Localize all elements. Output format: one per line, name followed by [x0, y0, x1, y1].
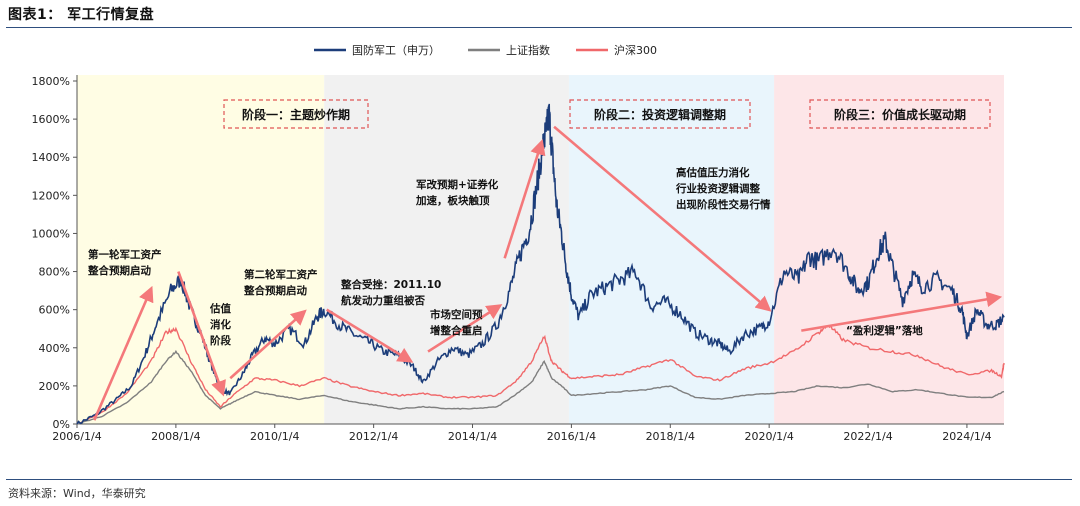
- trend-arrow: [553, 125, 772, 312]
- annotation-valuation-line2: 消化: [210, 318, 231, 331]
- y-axis-ticks: 0% 200% 400% 600% 800% 1000% 1200% 1400% 1600% 18…: [32, 75, 78, 431]
- annotation-setback-line2: 航发动力重组被否: [341, 294, 425, 307]
- x-tick-label: 2014/1/4: [448, 430, 497, 443]
- phase3-background: [774, 75, 1004, 424]
- trend-arrow: [93, 285, 154, 421]
- annotation-round2-line2: 整合预期启动: [243, 284, 307, 297]
- legend-label-junggong: 国防军工（申万）: [352, 43, 440, 57]
- figure-title: 图表1： 军工行情复盘: [8, 7, 155, 23]
- annotation-adjust-line2: 行业投资逻辑调整: [675, 182, 760, 195]
- y-tick-label: 600%: [39, 304, 70, 317]
- y-tick-label: 1400%: [32, 151, 70, 164]
- annotation-round1-line2: 整合预期启动: [87, 264, 151, 277]
- annotation-round2-line1: 第二轮军工资产: [244, 268, 318, 281]
- x-tick-label: 2020/1/4: [744, 430, 793, 443]
- phase1-label: 阶段一：主题炒作期: [242, 107, 350, 122]
- y-tick-label: 1000%: [32, 227, 70, 240]
- annotation-reform-line2: 加速，板块触顶: [415, 194, 490, 207]
- series-line-shangzheng: [76, 349, 1005, 425]
- annotation-restart-line1: 市场空间预: [430, 308, 483, 321]
- title-divider: [6, 27, 1072, 28]
- series-line-hushen300: [77, 324, 1005, 424]
- x-tick-label: 2010/1/4: [250, 430, 299, 443]
- annotation-restart-line2: 增整合重启: [430, 324, 483, 337]
- trend-arrow: [177, 271, 226, 397]
- legend: 国防军工（申万） 上证指数 沪深300: [314, 43, 657, 57]
- x-tick-label: 2012/1/4: [349, 430, 398, 443]
- y-tick-label: 0%: [53, 418, 70, 431]
- phase3-box: [809, 99, 991, 129]
- annotation-adjust-line1: 高估值压力消化: [676, 166, 750, 179]
- phase2-background: [568, 75, 775, 424]
- trend-arrows: [93, 125, 1003, 421]
- x-tick-label: 2006/1/4: [52, 430, 101, 443]
- source-note: 资料来源：Wind，华泰研究: [8, 487, 146, 500]
- y-tick-label: 200%: [39, 380, 70, 393]
- footer-divider: [6, 479, 1072, 480]
- phase-mid-background: [324, 75, 569, 424]
- x-tick-label: 2022/1/4: [843, 430, 892, 443]
- y-tick-label: 1800%: [32, 75, 70, 88]
- trend-arrow: [503, 139, 546, 259]
- annotation-reform-line1: 军改预期+证券化: [416, 178, 499, 191]
- y-tick-label: 1200%: [32, 189, 70, 202]
- annotation-profit-logic: “盈利逻辑”落地: [846, 324, 923, 337]
- x-tick-label: 2024/1/4: [942, 430, 991, 443]
- x-tick-label: 2016/1/4: [547, 430, 596, 443]
- annotation-valuation-line1: 估值: [209, 302, 231, 315]
- trend-arrow: [801, 291, 1003, 332]
- legend-label-hushen300: 沪深300: [614, 43, 657, 57]
- phase1-box: [223, 99, 369, 129]
- trend-arrow: [229, 309, 307, 380]
- phase3-label: 阶段三：价值成长驱动期: [834, 107, 966, 122]
- trend-arrow: [325, 308, 414, 363]
- x-tick-label: 2018/1/4: [646, 430, 695, 443]
- annotation-adjust-line3: 出现阶段性交易行情: [676, 198, 771, 211]
- legend-label-shangzheng: 上证指数: [506, 43, 550, 57]
- phase2-label: 阶段二：投资逻辑调整期: [594, 107, 726, 122]
- trend-arrow: [427, 304, 503, 353]
- y-tick-label: 800%: [39, 266, 70, 279]
- annotation-valuation-line3: 阶段: [210, 334, 231, 347]
- y-tick-label: 400%: [39, 342, 70, 355]
- annotation-setback-line1: 整合受挫：2011.10: [340, 278, 441, 291]
- y-tick-label: 1600%: [32, 113, 70, 126]
- x-axis-ticks: 2006/1/4 2008/1/4 2010/1/4 2012/1/4 2014/1/4…: [52, 424, 992, 443]
- annotation-round1-line1: 第一轮军工资产: [88, 248, 162, 261]
- x-tick-label: 2008/1/4: [151, 430, 200, 443]
- phase2-box: [569, 99, 751, 129]
